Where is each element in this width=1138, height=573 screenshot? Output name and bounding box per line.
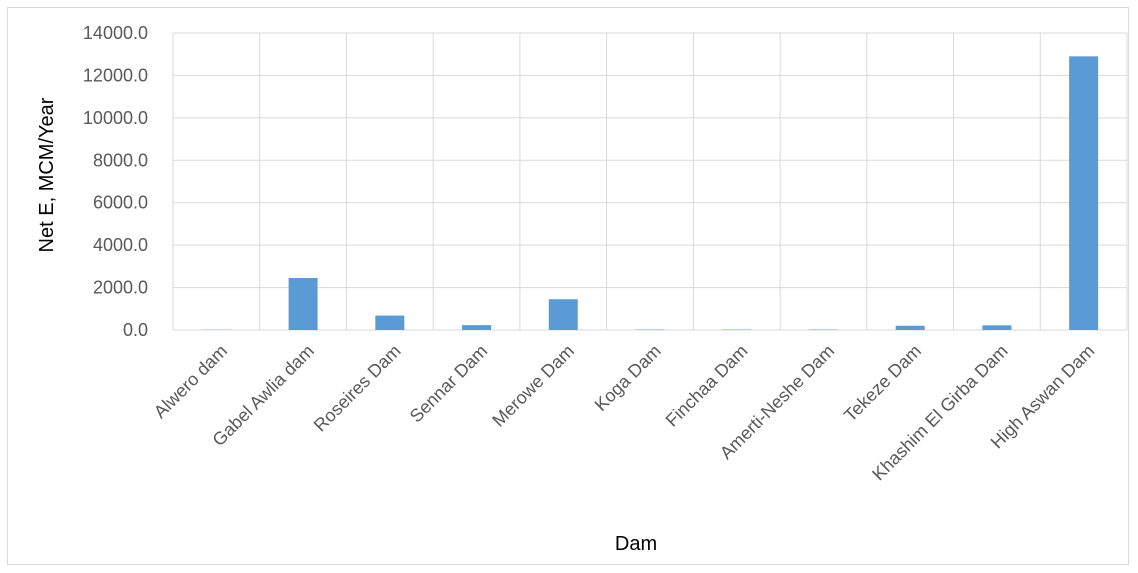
y-tick-labels: 0.0 2000.0 4000.0 6000.0 8000.0 10000.0 12000.…	[83, 23, 148, 340]
y-tick-label: 2000.0	[93, 278, 148, 298]
bar-5	[548, 299, 578, 330]
bar-9	[895, 325, 925, 330]
bar-layer	[201, 56, 1099, 330]
y-axis-title: Net E, MCM/Year	[36, 97, 58, 252]
y-tick-label: 12000.0	[83, 65, 148, 85]
x-tick-label: Alwero dam	[150, 341, 231, 422]
y-tick-label: 6000.0	[93, 193, 148, 213]
y-tick-label: 14000.0	[83, 23, 148, 43]
x-tick-label: Merowe Dam	[488, 341, 578, 431]
grid-layer	[172, 32, 1128, 331]
y-tick-label: 8000.0	[93, 150, 148, 170]
bar-10	[982, 325, 1012, 330]
x-tick-label: Koga Dam	[591, 341, 665, 415]
x-tick-label: Sennar Dam	[406, 341, 492, 427]
y-tick-label: 0.0	[123, 320, 148, 340]
chart-frame	[7, 7, 1129, 565]
bar-2	[288, 278, 318, 330]
x-axis-title: Dam	[615, 533, 657, 555]
bar-4	[462, 325, 492, 330]
x-tick-label: Finchaa Dam	[662, 341, 752, 431]
x-tick-label: Tekeze Dam	[840, 341, 925, 426]
bar-11	[1069, 56, 1099, 330]
bar-3	[375, 315, 405, 330]
x-tick-label: Roseires Dam	[310, 341, 405, 436]
y-tick-label: 10000.0	[83, 108, 148, 128]
y-tick-label: 4000.0	[93, 235, 148, 255]
